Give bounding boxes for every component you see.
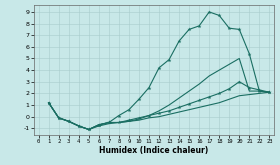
X-axis label: Humidex (Indice chaleur): Humidex (Indice chaleur) [99, 146, 209, 155]
